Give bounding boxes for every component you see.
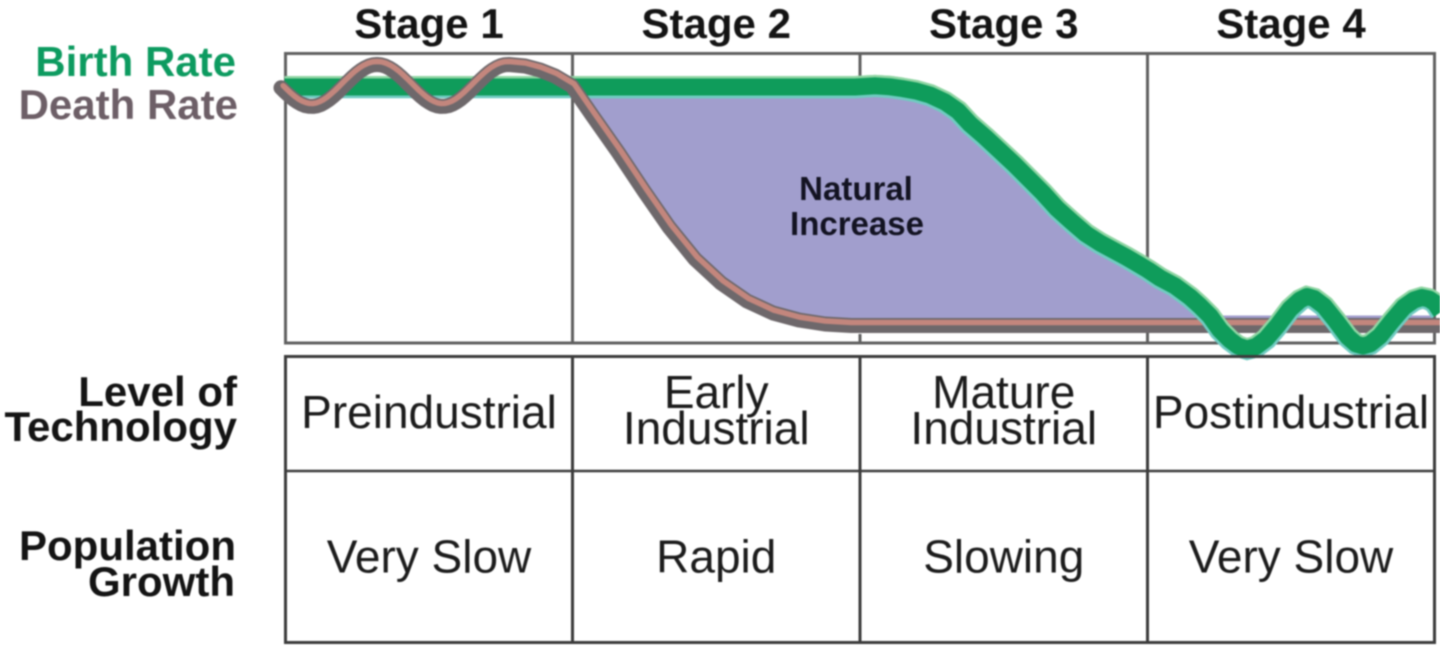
svg-text:Very Slow: Very Slow	[1189, 531, 1394, 583]
svg-text:Preindustrial: Preindustrial	[301, 386, 557, 438]
svg-text:Level of: Level of	[78, 368, 238, 415]
svg-text:Stage 1: Stage 1	[354, 0, 503, 47]
svg-text:Birth Rate: Birth Rate	[35, 38, 236, 85]
svg-text:Early: Early	[664, 366, 769, 418]
svg-text:Stage 4: Stage 4	[1216, 0, 1366, 47]
svg-text:Industrial: Industrial	[623, 402, 810, 454]
svg-text:Population: Population	[19, 522, 236, 569]
svg-text:Slowing: Slowing	[923, 531, 1084, 583]
svg-text:Death Rate: Death Rate	[19, 81, 238, 128]
svg-text:Rapid: Rapid	[656, 531, 776, 583]
svg-text:Postindustrial: Postindustrial	[1153, 386, 1429, 438]
svg-text:Industrial: Industrial	[910, 402, 1097, 454]
svg-text:Stage 3: Stage 3	[929, 0, 1078, 47]
svg-text:Very Slow: Very Slow	[327, 531, 532, 583]
svg-text:Growth: Growth	[88, 558, 235, 605]
svg-text:Stage 2: Stage 2	[642, 0, 791, 47]
svg-text:Mature: Mature	[932, 366, 1075, 418]
svg-text:Natural: Natural	[799, 170, 913, 207]
svg-text:Technology: Technology	[4, 403, 237, 450]
svg-text:Increase: Increase	[790, 205, 924, 242]
